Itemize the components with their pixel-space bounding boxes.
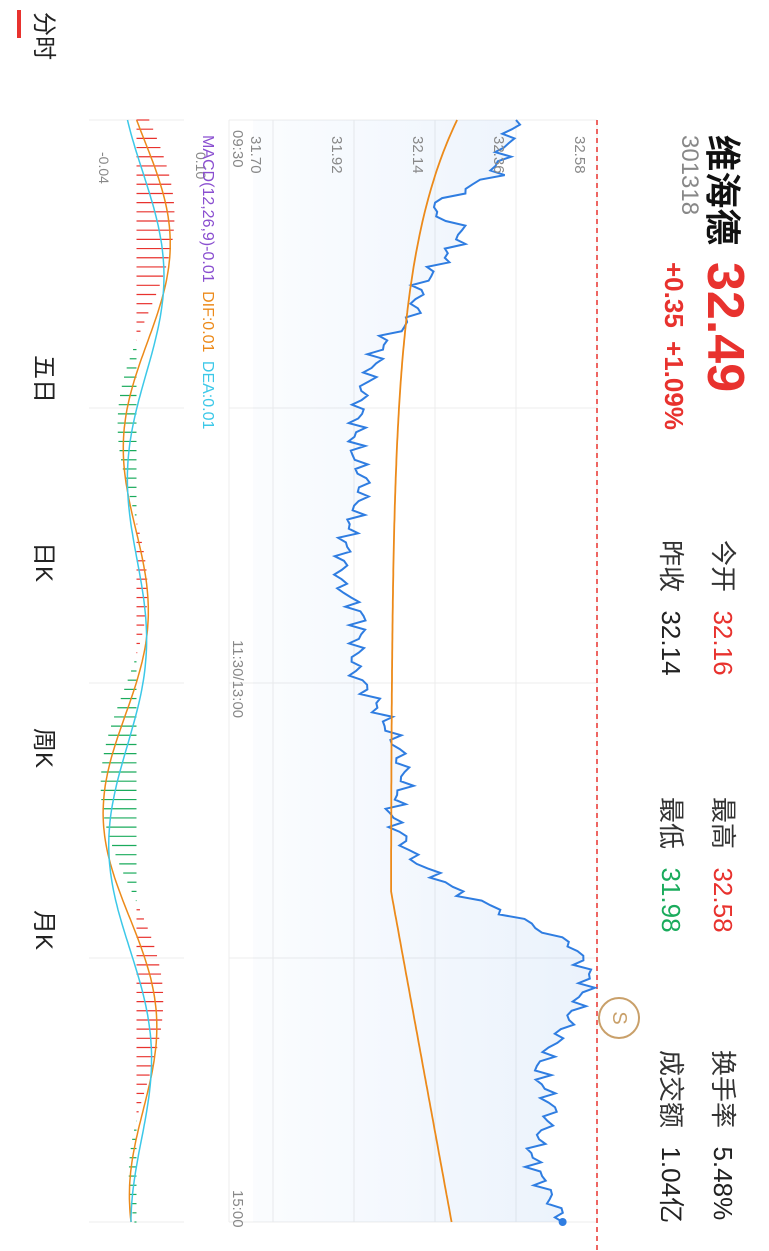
last-price-dot bbox=[558, 1218, 567, 1226]
price-line bbox=[331, 119, 599, 1223]
avg-line bbox=[390, 119, 458, 1223]
macd-tick-label: -0.04 bbox=[96, 152, 112, 184]
y-tick-label: 32.14 bbox=[409, 136, 426, 174]
y-tick-label: 31.70 bbox=[247, 136, 264, 174]
active-tab-indicator bbox=[17, 10, 21, 38]
tab-weekly-k[interactable]: 周K bbox=[30, 728, 57, 769]
tab-intraday[interactable]: 分时 bbox=[30, 12, 57, 60]
dea-label: DEA:0.01 bbox=[199, 360, 216, 430]
tab-monthly-k[interactable]: 月K bbox=[30, 910, 57, 951]
macd-legend: MACD(12,26,9)-0.01 DIF:0.01 DEA:0.01 bbox=[198, 135, 216, 429]
dif-label: DIF:0.01 bbox=[199, 291, 216, 353]
price-fill bbox=[253, 120, 595, 1222]
macd-label: MACD(12,26,9) bbox=[199, 135, 216, 247]
macd-value: -0.01 bbox=[199, 246, 216, 283]
macd-tick-label: 0.10 bbox=[193, 152, 209, 179]
y-tick-label: 31.92 bbox=[328, 136, 345, 174]
x-tick-label: 15:00 bbox=[229, 1190, 246, 1228]
price-area bbox=[253, 119, 599, 1226]
y-tick-label: 32.36 bbox=[490, 136, 507, 174]
macd-area bbox=[100, 119, 175, 1223]
signal-badge[interactable]: S bbox=[598, 997, 640, 1039]
x-tick-label: 09:30 bbox=[229, 130, 246, 168]
y-tick-label: 32.58 bbox=[571, 136, 588, 174]
dif-line bbox=[102, 119, 171, 1223]
tab-five-day[interactable]: 五日 bbox=[30, 355, 57, 403]
tab-daily-k[interactable]: 日K bbox=[30, 542, 57, 583]
dea-line bbox=[107, 119, 165, 1222]
x-tick-label: 11:30/13:00 bbox=[229, 640, 246, 718]
